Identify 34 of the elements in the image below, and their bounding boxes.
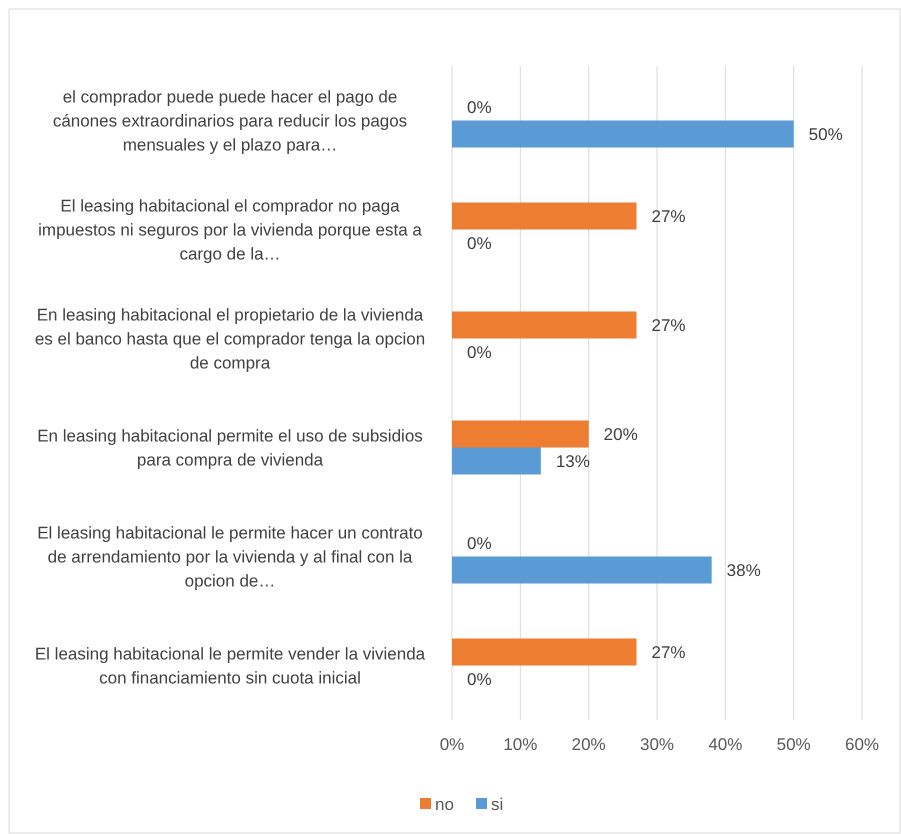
bar (452, 120, 794, 148)
bar (452, 312, 636, 338)
data-label: 0% (467, 534, 492, 553)
x-tick-label: 10% (503, 735, 538, 754)
x-tick-label: 0% (440, 735, 464, 754)
y-tick-label: En leasing habitacional permite el uso de subsidios para compra de vivienda (37, 426, 423, 470)
data-label: 0% (467, 670, 492, 689)
data-label: 27% (652, 642, 686, 662)
x-tick-label: 30% (640, 735, 674, 754)
bar (452, 448, 541, 474)
data-label: 13% (556, 452, 590, 471)
data-label: 0% (467, 342, 492, 362)
bar (452, 202, 636, 230)
data-label: 38% (726, 560, 761, 580)
y-tick-label: El leasing habitacional le permite vender la vivienda con financiamiento sin cuota inicial (34, 644, 426, 688)
x-tick-label: 50% (776, 735, 811, 754)
y-tick-label: El leasing habitacional le permite hacer un contrato de arrendamiento por la vivienda y al final con la opcion de… (37, 523, 423, 590)
bar (452, 556, 712, 584)
x-tick-label: 40% (708, 735, 742, 754)
y-tick-label: el comprador puede puede hacer el pago de cánones extraordinarios para reducir los pagos mensuales y el plazo para… (52, 87, 408, 154)
x-tick-label: 60% (844, 735, 880, 754)
data-label: 50% (808, 124, 843, 144)
data-label: 27% (652, 316, 686, 335)
data-label: 0% (467, 98, 492, 117)
data-label: 20% (604, 424, 638, 444)
x-tick-label: 20% (572, 735, 606, 754)
data-label: 27% (652, 206, 686, 226)
y-tick-label: En leasing habitacional el propietario de la vivienda es el banco hasta que el comprador tenga la opcion de compra (34, 305, 426, 372)
legend-label: si (491, 794, 504, 814)
data-label: 0% (467, 234, 492, 253)
bar (452, 638, 636, 666)
legend-label: no (435, 794, 454, 814)
bar (452, 420, 589, 448)
y-tick-label: El leasing habitacional el comprador no paga impuestos ni seguros por la vivienda porque esta a cargo de la… (38, 196, 422, 264)
